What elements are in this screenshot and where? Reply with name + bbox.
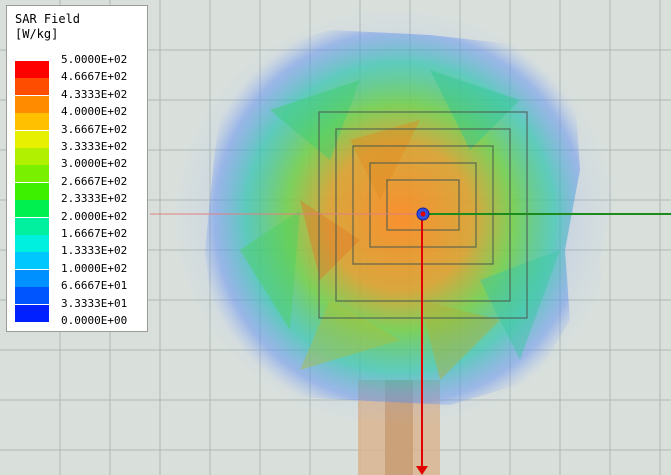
legend-swatch bbox=[15, 252, 49, 270]
sar-field-surface bbox=[205, 30, 580, 405]
legend-label: 3.0000E+02 bbox=[61, 157, 128, 171]
legend-swatch bbox=[15, 165, 49, 183]
field-texture bbox=[240, 70, 560, 380]
origin-dot bbox=[420, 211, 426, 217]
legend-swatch bbox=[15, 200, 49, 218]
legend-label: 2.3333E+02 bbox=[61, 192, 128, 206]
legend-label: 2.0000E+02 bbox=[61, 209, 128, 223]
legend-swatch bbox=[15, 148, 49, 165]
legend-label: 4.3333E+02 bbox=[61, 87, 128, 101]
legend-swatch bbox=[15, 61, 49, 78]
y-axis-arrow bbox=[416, 466, 428, 475]
legend-label: 4.0000E+02 bbox=[61, 105, 128, 119]
legend-label: 5.0000E+02 bbox=[61, 53, 128, 66]
legend-swatch bbox=[15, 113, 49, 131]
legend-swatch bbox=[15, 304, 49, 322]
legend-label: 3.6667E+02 bbox=[61, 122, 128, 136]
legend-label: 0.0000E+00 bbox=[61, 314, 128, 327]
legend-label: 1.6667E+02 bbox=[61, 227, 128, 240]
legend-swatch bbox=[15, 269, 49, 287]
legend-swatch bbox=[15, 235, 49, 252]
sar-legend: SAR Field [W/kg] 5.0000E+02 4.6667E+02 4.3… bbox=[6, 5, 148, 332]
legend-label: 1.0000E+02 bbox=[61, 261, 128, 275]
legend-swatch bbox=[15, 78, 49, 96]
legend-label: 3.3333E+02 bbox=[61, 140, 128, 153]
legend-label: 1.3333E+02 bbox=[61, 244, 128, 258]
legend-title: SAR Field [W/kg] bbox=[15, 12, 81, 41]
legend-label: 2.6667E+02 bbox=[61, 174, 128, 188]
legend-label: 4.6667E+02 bbox=[61, 70, 128, 84]
legend-label: 6.6667E+01 bbox=[61, 279, 128, 293]
legend-swatch bbox=[15, 182, 49, 200]
legend-label: 3.3333E+01 bbox=[61, 296, 128, 310]
legend-swatch bbox=[15, 287, 49, 305]
legend-swatch bbox=[15, 130, 49, 148]
legend-swatch bbox=[15, 95, 49, 113]
legend-swatch bbox=[15, 217, 49, 235]
